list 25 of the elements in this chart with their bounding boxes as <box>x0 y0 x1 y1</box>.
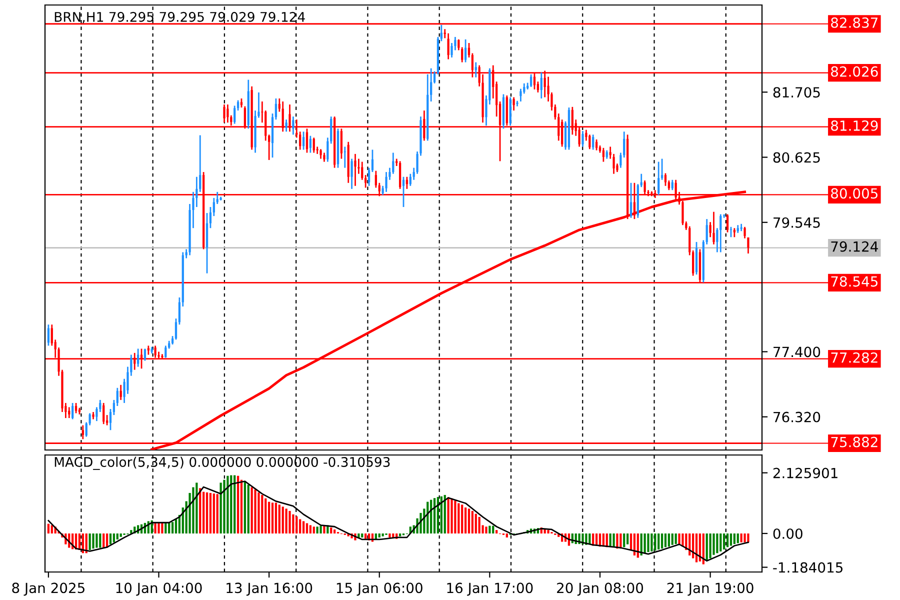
y-tick-label: -1.184015 <box>773 562 842 573</box>
ref-line-label: 79.124 <box>831 241 878 252</box>
ref-line-label: 77.282 <box>831 352 878 363</box>
x-tick-label: 10 Jan 04:00 <box>116 582 202 596</box>
x-tick-label: 13 Jan 16:00 <box>226 582 312 596</box>
chart-title: MACD_color(5,34,5) 0.000000 0.000000 -0.310593 <box>54 456 390 470</box>
x-tick-label: 15 Jan 06:00 <box>336 582 422 596</box>
y-tick-label: 81.705 <box>773 87 820 98</box>
chart-title: BRN,H1 79.295 79.295 79.029 79.124 <box>54 12 305 24</box>
y-tick-label: 76.320 <box>774 412 820 422</box>
ref-line-label: 75.882 <box>831 436 878 448</box>
y-tick-label: 77.400 <box>774 346 820 358</box>
ref-line-label: 78.545 <box>831 276 878 287</box>
x-tick-label: 20 Jan 08:00 <box>557 582 644 596</box>
y-tick-label: 80.625 <box>773 152 820 163</box>
y-tick-label: 2.125901 <box>773 468 838 478</box>
x-tick-label: 21 Jan 19:00 <box>667 582 754 596</box>
y-tick-label: 79.545 <box>774 217 820 228</box>
x-tick-label: 8 Jan 2025 <box>12 582 84 596</box>
ref-line-label: 82.026 <box>831 66 878 77</box>
ref-line-label: 81.129 <box>831 120 878 131</box>
ref-line-label: 80.005 <box>831 188 878 199</box>
x-tick-label: 16 Jan 17:00 <box>447 582 533 596</box>
y-tick-label: 0.00 <box>773 528 802 539</box>
ref-line-label: 82.837 <box>831 17 878 28</box>
